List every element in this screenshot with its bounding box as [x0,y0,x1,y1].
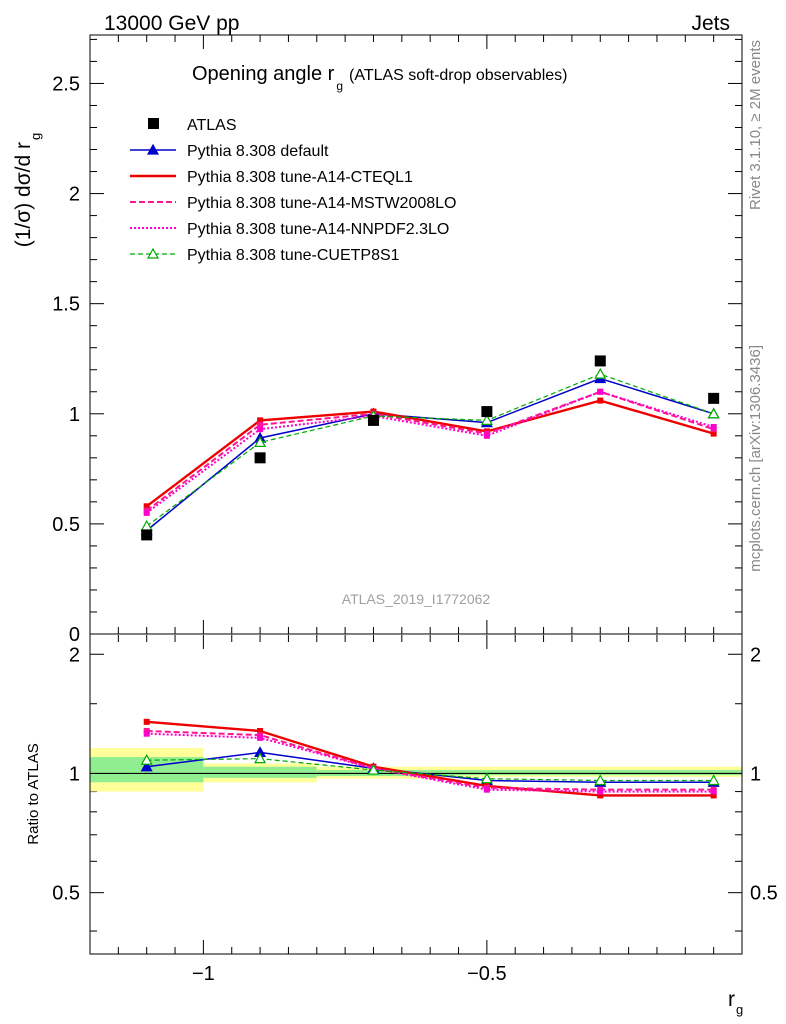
uncertainty-band-green [656,770,742,776]
series-4-point [254,436,267,448]
ratio-panel: −1 −0.5 0.5 0.5 1 1 2 2 [52,635,778,985]
uncertainty-band-green [203,766,317,778]
ratio-series-3-point [710,788,717,795]
ratio-series-4-point [254,752,267,764]
ratio-series-3-point [257,734,264,741]
mcplots-label: mcplots.cern.ch [arXiv:1306.3436] [747,345,764,572]
rivet-label: Rivet 3.1.10, ≥ 2M events [747,40,764,210]
analysis-watermark: ATLAS_2019_I1772062 [342,591,491,607]
ratio-tick-label: 1 [750,763,761,785]
data-point [367,414,379,426]
ratio-series-1-point [597,792,604,799]
series-1-point [710,430,717,437]
ratio-series-3-line [146,732,714,793]
series-1-point [143,503,150,510]
data-point [141,529,153,541]
ratio-tick-label: 0.5 [52,883,80,905]
legend-label: Pythia 8.308 tune-A14-MSTW2008LO [187,195,456,212]
y-tick-label: 2 [69,184,80,206]
y-tick-label: 1.5 [52,294,80,316]
ratio-series-4-point [367,763,380,775]
ratio-series-1-point [710,792,717,799]
series-4-point [707,407,720,419]
legend-marker [146,143,160,155]
ratio-axis-label: Ratio to ATLAS [25,743,42,844]
ratio-series-4-point [594,774,607,786]
ratio-series-1-point [257,728,264,735]
series-4-point [594,367,607,379]
ratio-series-4-point [707,774,720,786]
x-tick-label: −0.5 [467,963,506,985]
series-3-point [143,509,150,516]
y-tick-label: 0.5 [52,514,80,536]
data-point [481,406,493,418]
series-3-point [710,423,717,430]
y-tick-label: 1 [69,404,80,426]
ratio-series-3-point [597,788,604,795]
y-tick-label: 0 [69,624,80,646]
ratio-series-1-line [146,720,714,797]
series-1-point [597,397,604,404]
ratio-tick-label: 0.5 [750,883,778,905]
data-point [254,452,266,464]
ratio-tick-label: 2 [750,644,761,666]
ratio-series-1-point [143,718,150,725]
series-2-point [257,421,264,428]
ratio-series-4-point [140,753,153,765]
series-4-point [140,519,153,531]
series-3-line [146,390,714,514]
x-tick-label: −1 [192,963,215,985]
legend-label: Pythia 8.308 tune-A14-NNPDF2.3LO [187,221,449,238]
ratio-tick-label: 1 [69,763,80,785]
ratio-tick-label: 2 [69,644,80,666]
ratio-series-3-point [483,786,490,793]
series-3-point [597,388,604,395]
data-point [708,392,720,404]
legend-label: Pythia 8.308 default [187,143,329,160]
series-3-point [483,432,490,439]
ratio-series-0-point [140,760,153,772]
series-3-point [257,426,264,433]
y-axis-label: (1/σ) dσ/d rg [12,133,43,248]
legend-label: Pythia 8.308 tune-CUETP8S1 [187,247,400,264]
legend-marker-data [148,118,159,129]
ratio-series-4-point [480,772,493,784]
series-2-line [146,390,714,512]
x-axis-label: rg [728,988,743,1017]
data-point [594,355,606,367]
series-1-line [145,399,714,508]
legend-label: Pythia 8.308 tune-A14-CTEQL1 [187,169,413,186]
legend: ATLAS Pythia 8.308 default Pythia 8.308 tu… [130,117,456,264]
process-label: Jets [691,12,730,35]
chart-title: Opening angle rg(ATLAS soft-drop observa… [192,63,567,93]
series-4-line [146,373,714,527]
series-4-point [480,414,493,425]
energy-label: 13000 GeV pp [104,12,239,35]
ratio-series-4-line [146,758,714,782]
series-1-point [257,417,264,424]
legend-label: ATLAS [187,117,237,134]
ratio-series-3-point [143,730,150,737]
uncertainty-band-green [543,770,657,776]
y-tick-label: 2.5 [52,73,80,95]
legend-marker [146,247,160,259]
ratio-frame [89,633,743,955]
main-panel: 0 0.5 1 1.5 2 2.5 [52,35,743,646]
